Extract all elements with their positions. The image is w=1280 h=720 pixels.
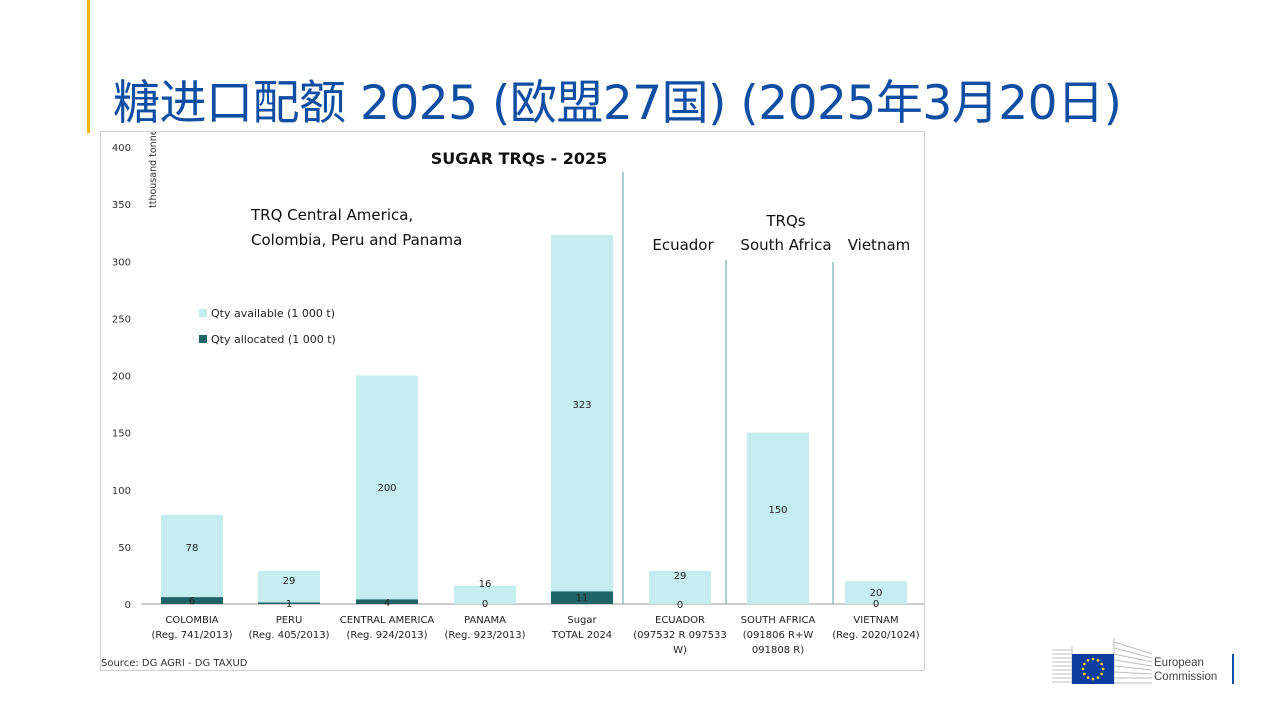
data-label-allocated: 0 bbox=[873, 599, 879, 610]
logo-line1: European bbox=[1154, 657, 1204, 669]
x-tick-label: (Reg. 2020/1024) bbox=[832, 630, 920, 641]
data-label-allocated: 6 bbox=[189, 596, 195, 607]
eu-star-icon bbox=[1091, 677, 1095, 681]
data-label-allocated: 11 bbox=[576, 593, 589, 604]
y-axis-label: tthousand tonnes bbox=[148, 132, 159, 208]
bar-qty-allocated bbox=[161, 597, 223, 604]
eu-flag-icon bbox=[1052, 638, 1153, 684]
eu-star-icon bbox=[1082, 672, 1086, 676]
legend-swatch-allocated bbox=[199, 335, 207, 343]
annotation-group-main: Colombia, Peru and Panama bbox=[251, 231, 462, 249]
annotation-ecuador: Ecuador bbox=[652, 236, 714, 254]
data-label-available: 200 bbox=[377, 483, 396, 494]
bar-qty-available bbox=[356, 375, 418, 604]
eu-star-icon bbox=[1082, 662, 1086, 666]
eu-star-icon bbox=[1100, 662, 1104, 666]
data-label-allocated: 0 bbox=[482, 599, 488, 610]
x-tick-label: COLOMBIA bbox=[165, 615, 218, 626]
x-tick-label: (091806 R+W bbox=[743, 630, 814, 641]
eu-star-icon bbox=[1081, 667, 1085, 671]
data-label-allocated: 0 bbox=[677, 600, 683, 611]
x-tick-label: CENTRAL AMERICA bbox=[340, 615, 435, 626]
bar-qty-available bbox=[258, 570, 320, 604]
accent-bar bbox=[87, 0, 90, 133]
y-tick-label: 150 bbox=[112, 429, 131, 440]
x-tick-label: Sugar bbox=[567, 615, 597, 626]
bar-qty-available bbox=[649, 570, 711, 604]
x-tick-label: TOTAL 2024 bbox=[551, 630, 612, 641]
source-note: Source: DG AGRI - DG TAXUD bbox=[101, 658, 248, 669]
eu-star-icon bbox=[1096, 676, 1100, 680]
chart-title: SUGAR TRQs - 2025 bbox=[431, 149, 608, 168]
x-tick-label: ECUADOR bbox=[655, 615, 705, 626]
data-label-allocated: 1 bbox=[286, 599, 292, 610]
data-label-available: 29 bbox=[674, 571, 687, 582]
bar-qty-allocated bbox=[551, 591, 613, 604]
data-label-available: 150 bbox=[768, 505, 787, 516]
data-label-available: 20 bbox=[870, 588, 883, 599]
y-tick-label: 100 bbox=[112, 486, 131, 497]
european-commission-logo: European Commission bbox=[1052, 632, 1237, 686]
logo-text: European Commission bbox=[1154, 656, 1217, 684]
annotation-group-main: TRQ Central America, bbox=[250, 206, 413, 224]
data-label-available: 323 bbox=[572, 400, 591, 411]
data-label-available: 29 bbox=[283, 576, 296, 587]
x-tick-label: (Reg. 924/2013) bbox=[346, 630, 427, 641]
data-label-allocated: 4 bbox=[384, 598, 390, 609]
eu-star-icon bbox=[1091, 657, 1095, 661]
y-tick-label: 250 bbox=[112, 314, 131, 325]
eu-star-icon bbox=[1086, 676, 1090, 680]
data-label-available: 16 bbox=[479, 579, 492, 590]
x-tick-label: PERU bbox=[276, 615, 303, 626]
y-tick-label: 200 bbox=[112, 372, 131, 383]
x-tick-label: VIETNAM bbox=[853, 615, 898, 626]
bar-qty-available bbox=[161, 514, 223, 604]
bar-qty-allocated bbox=[356, 599, 418, 604]
x-tick-label: (097532 R 097533 bbox=[633, 630, 727, 641]
x-tick-label: SOUTH AFRICA bbox=[741, 615, 816, 626]
x-tick-label: 091808 R) bbox=[752, 645, 804, 656]
x-tick-label: PANAMA bbox=[464, 615, 506, 626]
annotation-vietnam: Vietnam bbox=[848, 236, 911, 254]
bar-qty-available bbox=[454, 585, 516, 604]
bar-qty-available bbox=[551, 234, 613, 604]
annotation-south-africa: South Africa bbox=[740, 236, 831, 254]
legend-label-allocated: Qty allocated (1 000 t) bbox=[211, 333, 336, 346]
x-tick-label: (Reg. 405/2013) bbox=[248, 630, 329, 641]
bar-qty-allocated bbox=[258, 602, 320, 604]
logo-divider bbox=[1232, 654, 1234, 684]
y-tick-label: 300 bbox=[112, 257, 131, 268]
bar-qty-available bbox=[845, 581, 907, 604]
x-tick-label: W) bbox=[673, 645, 687, 656]
legend-label-available: Qty available (1 000 t) bbox=[211, 307, 335, 320]
x-tick-label: (Reg. 923/2013) bbox=[444, 630, 525, 641]
eu-star-icon bbox=[1086, 658, 1090, 662]
legend-swatch-available bbox=[199, 309, 207, 317]
slide-title: 糖进口配额 2025 (欧盟27国) (2025年3月20日) bbox=[113, 76, 1122, 131]
x-tick-label: (Reg. 741/2013) bbox=[151, 630, 232, 641]
chart-frame: 0 50 100 150 200 250 300 350 400 tthousand tonnes… bbox=[100, 124, 925, 671]
y-tick-label: 50 bbox=[118, 543, 131, 554]
data-label-available: 78 bbox=[186, 543, 199, 554]
logo-line2: Commission bbox=[1154, 671, 1218, 683]
eu-star-icon bbox=[1100, 672, 1104, 676]
bar-qty-available bbox=[747, 432, 809, 604]
y-tick-label: 0 bbox=[125, 600, 131, 611]
y-tick-label: 400 bbox=[112, 143, 131, 154]
eu-star-icon bbox=[1101, 667, 1105, 671]
y-tick-label: 350 bbox=[112, 200, 131, 211]
eu-star-icon bbox=[1096, 658, 1100, 662]
annotation-trqs: TRQs bbox=[765, 212, 805, 230]
